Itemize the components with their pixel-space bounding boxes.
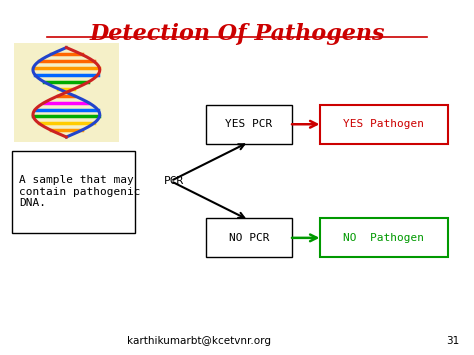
FancyBboxPatch shape [14, 43, 118, 142]
FancyBboxPatch shape [12, 151, 135, 233]
Text: 31: 31 [447, 336, 460, 346]
FancyBboxPatch shape [320, 105, 448, 144]
FancyBboxPatch shape [320, 218, 448, 257]
Text: A sample that may
contain pathogenic
DNA.: A sample that may contain pathogenic DNA… [19, 175, 140, 208]
Text: YES PCR: YES PCR [225, 119, 273, 129]
Text: Detection Of Pathogens: Detection Of Pathogens [89, 23, 385, 45]
Text: NO  Pathogen: NO Pathogen [344, 233, 424, 243]
FancyBboxPatch shape [206, 105, 292, 144]
FancyBboxPatch shape [206, 218, 292, 257]
Text: karthikumarbt@kcetvnr.org: karthikumarbt@kcetvnr.org [127, 336, 271, 346]
Text: NO PCR: NO PCR [228, 233, 269, 243]
Text: YES Pathogen: YES Pathogen [344, 119, 424, 129]
Text: PCR: PCR [164, 176, 184, 186]
